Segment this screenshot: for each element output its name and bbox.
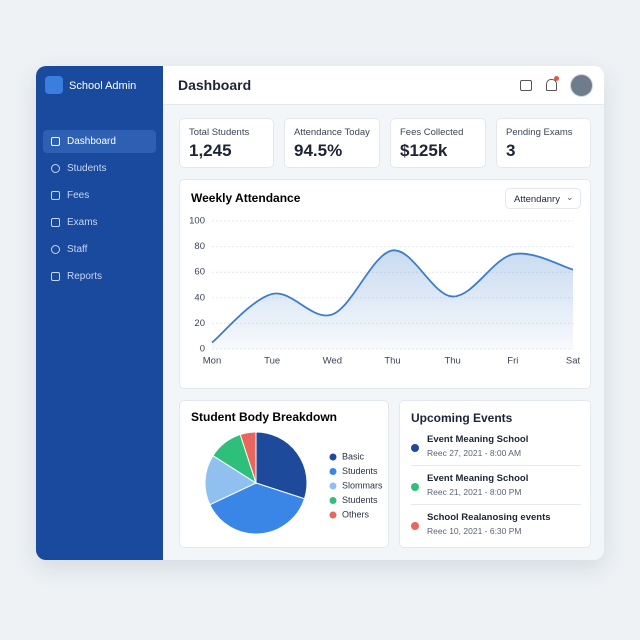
bell-icon[interactable] xyxy=(546,79,557,91)
x-tick-label: Thu xyxy=(384,356,400,367)
x-tick-label: Tue xyxy=(264,356,280,367)
event-name: Event Meaning School xyxy=(427,473,529,484)
events-card: Upcoming Events Event Meaning School Reec… xyxy=(399,400,591,548)
y-tick-label: 40 xyxy=(194,292,205,303)
legend-swatch xyxy=(329,468,337,475)
legend-label: Students xyxy=(342,466,378,476)
brand-name: School Admin xyxy=(69,80,137,92)
legend-label: Students xyxy=(342,495,378,505)
stat-card: Fees Collected $125k xyxy=(390,118,486,168)
event-dot xyxy=(411,444,419,452)
x-tick-label: Thu xyxy=(444,356,460,367)
line xyxy=(211,249,574,344)
stat-card: Attendance Today 94.5% xyxy=(284,118,380,168)
pie-chart: Student Body Breakdown Basic Students Slom… xyxy=(191,410,383,535)
chevron: ⌄ xyxy=(566,192,574,202)
stat-value: 1,245 xyxy=(189,141,232,160)
line-chart: Weekly Attendance 0 20 40 60 80 100 Mon Tue Wed T… xyxy=(189,191,581,367)
y-tick-label: 80 xyxy=(194,241,205,252)
stat-label: Total Students xyxy=(189,127,250,138)
notification-dot xyxy=(554,76,559,81)
stat-value: 94.5% xyxy=(294,141,343,160)
stat-value: $125k xyxy=(400,141,448,160)
pie-slice xyxy=(209,482,306,535)
legend-swatch xyxy=(329,511,337,519)
stat-card: Pending Exams 3 xyxy=(496,118,591,168)
event-name: School Realanosing events xyxy=(427,512,551,523)
legend-label: Slommars xyxy=(342,480,383,490)
nav-label: Students xyxy=(67,163,107,174)
y-tick-label: 100 xyxy=(189,216,205,227)
legend-swatch xyxy=(329,497,337,504)
nav-label: Reports xyxy=(67,271,103,282)
chart-title: Student Body Breakdown xyxy=(191,410,337,424)
x-tick-label: Sat xyxy=(566,356,581,367)
nav-label: Exams xyxy=(67,217,98,228)
nav-item[interactable]: Reports xyxy=(43,265,156,288)
x-tick-label: Wed xyxy=(323,356,342,367)
legend-swatch xyxy=(329,482,337,490)
event-dot xyxy=(411,483,419,491)
divider xyxy=(411,504,581,505)
y-tick-label: 60 xyxy=(194,267,205,278)
stat-label: Fees Collected xyxy=(400,127,464,138)
app-window: School Admin Dashboard Students Fees Exa… xyxy=(36,66,604,560)
event-dot xyxy=(411,522,419,530)
events-title: Upcoming Events xyxy=(411,411,513,425)
nav-item[interactable]: Exams xyxy=(43,211,156,234)
sidebar: School Admin Dashboard Students Fees Exa… xyxy=(36,66,163,560)
pie-slice xyxy=(239,431,257,484)
event-date: Reec 21, 2021 - 8:00 PM xyxy=(427,487,522,497)
nav-item[interactable]: Fees xyxy=(43,184,156,207)
divider xyxy=(411,465,581,466)
nav-item[interactable]: Students xyxy=(43,157,156,180)
pie-slice xyxy=(255,431,308,500)
stat-card: Total Students 1,245 xyxy=(179,118,274,168)
stat-value: 3 xyxy=(506,141,516,160)
nav-label: Staff xyxy=(67,244,88,255)
legend-swatch xyxy=(329,453,337,461)
calendar-icon[interactable] xyxy=(520,80,532,91)
x-tick-label: Mon xyxy=(203,356,221,367)
area xyxy=(212,250,573,349)
legend-label: Others xyxy=(342,509,370,519)
legend-label: Basic xyxy=(342,451,365,461)
nav-label: Dashboard xyxy=(67,136,116,147)
brand-logo xyxy=(45,76,63,94)
dropdown-label: Attendanry xyxy=(514,194,560,205)
chart-title: Weekly Attendance xyxy=(191,191,301,205)
page-title: Dashboard xyxy=(178,77,252,93)
nav-label: Fees xyxy=(67,190,90,201)
nav-item[interactable]: Staff xyxy=(43,238,156,261)
top-bar: Dashboard xyxy=(163,66,604,105)
dropdown[interactable]: Attendanry ⌄ xyxy=(505,188,581,209)
pie-slice xyxy=(204,454,258,506)
nav-item[interactable]: Dashboard xyxy=(43,130,156,153)
breakdown-card: Student Body Breakdown Basic Students Slom… xyxy=(179,400,389,548)
y-tick-label: 20 xyxy=(194,318,205,329)
avatar[interactable] xyxy=(570,74,593,97)
event-date: Reec 27, 2021 - 8:00 AM xyxy=(427,448,522,458)
attendance-card: Weekly Attendance 0 20 40 60 80 100 Mon Tue Wed T… xyxy=(179,179,591,389)
event-date: Reec 10, 2021 - 6:30 PM xyxy=(427,526,522,536)
stat-label: Pending Exams xyxy=(506,127,573,138)
stat-label: Attendance Today xyxy=(294,127,370,138)
x-tick-label: Fri xyxy=(507,356,518,367)
event-name: Event Meaning School xyxy=(427,434,529,445)
y-tick-label: 0 xyxy=(200,344,205,355)
